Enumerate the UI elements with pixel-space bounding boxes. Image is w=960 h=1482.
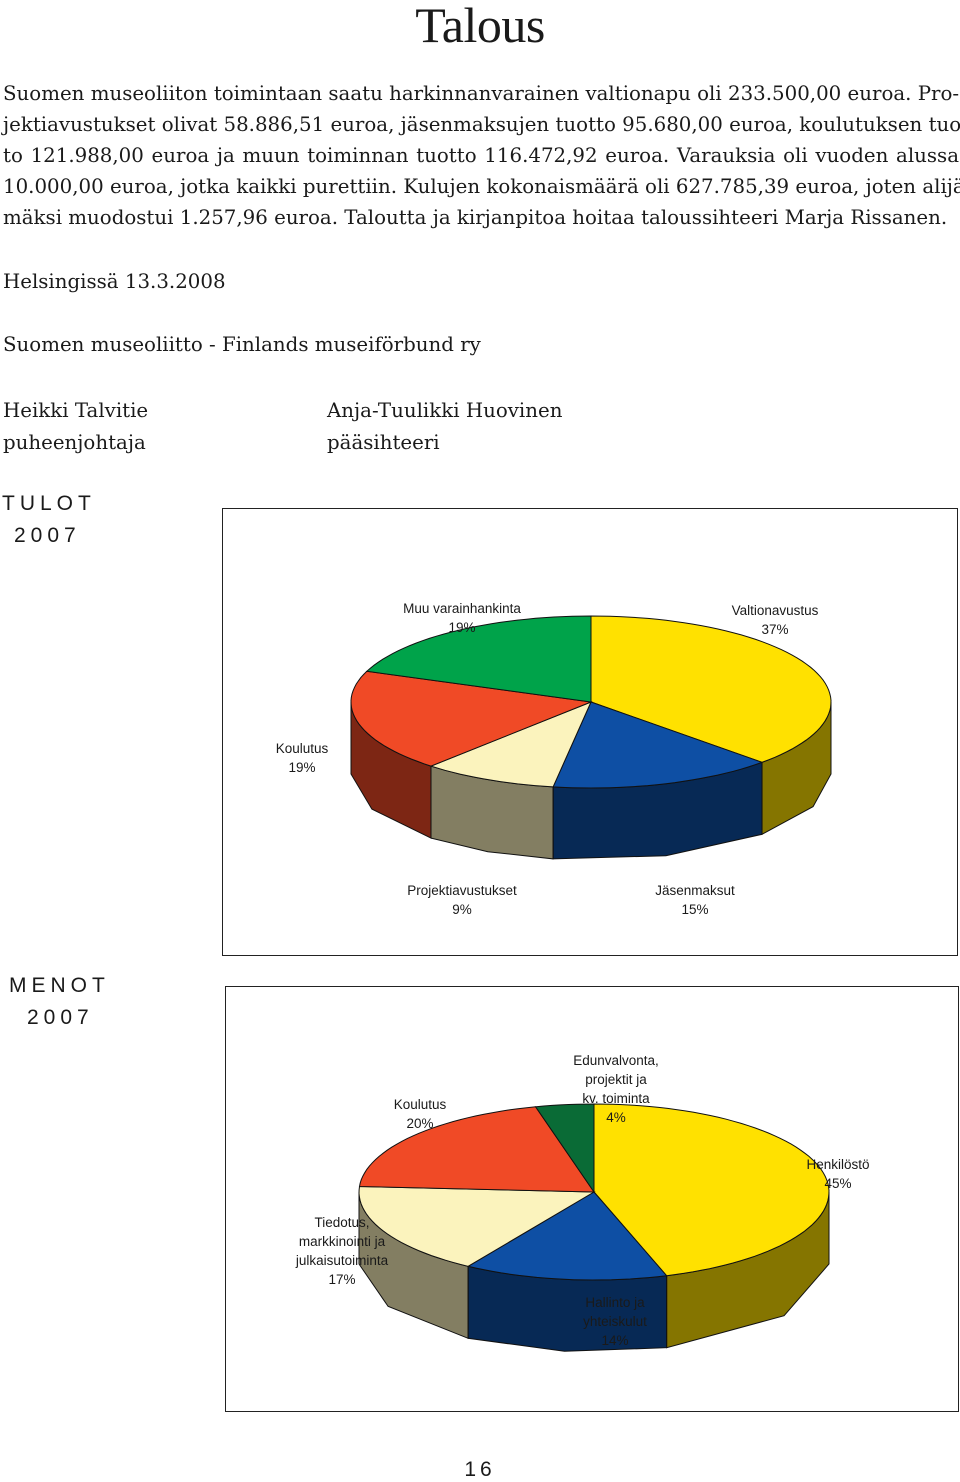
pie-label-hallinto-ja-yhteiskulut: Hallinto ja yhteiskulut 14% xyxy=(583,1293,647,1350)
slice-percent: 19% xyxy=(448,620,476,635)
expense-title: MENOT xyxy=(9,974,110,997)
signatory-role: puheenjohtaja xyxy=(3,431,146,454)
slice-percent: 14% xyxy=(601,1333,629,1348)
pie-label-jasenmaksut: Jäsenmaksut 15% xyxy=(655,881,735,919)
page-title: Talous xyxy=(415,0,545,53)
paragraph-line: to 121.988,00 euroa ja muun toiminnan tu… xyxy=(3,144,959,167)
signatory-role: pääsihteeri xyxy=(327,431,440,454)
pie-slice-valtionavustus xyxy=(590,615,832,763)
slice-name: Jäsenmaksut xyxy=(655,883,735,898)
expense-heading: MENOT 2007 xyxy=(9,970,110,1034)
date-line: Helsingissä 13.3.2008 xyxy=(3,270,226,293)
paragraph-line: mäksi muodostui 1.257,96 euroa. Taloutta… xyxy=(3,206,948,229)
pie-label-muu-varainhankinta: Muu varainhankinta 19% xyxy=(403,599,521,637)
slice-name: Henkilöstö xyxy=(806,1157,870,1172)
body-paragraph: Suomen museoliiton toimintaan saatu hark… xyxy=(3,78,960,233)
pie-label-koulutus: Koulutus 19% xyxy=(276,739,329,777)
pie-slice-koulutus xyxy=(358,1106,595,1193)
slice-percent: 45% xyxy=(824,1176,852,1191)
pie-slice-edunvalvonta-projektit-ja-kv-toiminta xyxy=(534,1103,595,1194)
signatory-chair: Heikki Talvitie puheenjohtaja xyxy=(3,395,148,459)
slice-percent: 20% xyxy=(406,1116,434,1131)
slice-percent: 15% xyxy=(681,902,709,917)
slice-name: Hallinto ja yhteiskulut xyxy=(583,1295,647,1329)
slice-name: Projektiavustukset xyxy=(407,883,517,898)
slice-name: Koulutus xyxy=(275,741,329,756)
paragraph-line: jektiavustukset olivat 58.886,51 euroa, … xyxy=(3,113,960,136)
pie-label-valtionavustus: Valtionavustus 37% xyxy=(732,601,819,639)
pie-slice-koulutus xyxy=(350,670,593,767)
paragraph-line: Suomen museoliiton toimintaan saatu hark… xyxy=(3,82,960,105)
pie-slice-hallinto-ja-yhteiskulut xyxy=(466,1191,668,1281)
income-pie-chart: Valtionavustus 37% Jäsenmaksut 15% Projektia… xyxy=(222,508,958,956)
slice-percent: 4% xyxy=(606,1110,626,1125)
pie-label-koulutus: Koulutus 20% xyxy=(394,1095,447,1133)
expense-pie-chart: Henkilöstö 45% Hallinto ja yhteiskulut 14% Ti… xyxy=(225,986,959,1412)
pie-slice-projektiavustukset xyxy=(429,701,592,788)
slice-name: Tiedotus, markkinointi ja julkaisutoiminta xyxy=(295,1215,389,1268)
pie-slice-jasenmaksut xyxy=(552,701,764,789)
income-year: 2007 xyxy=(14,524,81,547)
pie-slice-tiedotus-markkinointi-ja-julkaisutoiminta xyxy=(358,1185,596,1267)
pie-label-henkilosto: Henkilöstö 45% xyxy=(806,1155,869,1193)
slice-percent: 37% xyxy=(761,622,789,637)
slice-name: Koulutus xyxy=(393,1097,447,1112)
signatory-secretary: Anja-Tuulikki Huovinen pääsihteeri xyxy=(327,395,562,459)
slice-percent: 19% xyxy=(288,760,316,775)
paragraph-line: 10.000,00 euroa, jotka kaikki purettiin.… xyxy=(3,175,960,198)
slice-name: Valtionavustus xyxy=(731,603,819,618)
pie-label-edunvalvonta-projektit-ja-kv-toiminta: Edunvalvonta, projektit ja kv. toiminta 4% xyxy=(573,1051,659,1127)
slice-percent: 17% xyxy=(328,1272,356,1287)
pie-slice-muu-varainhankinta xyxy=(365,615,592,703)
slice-name: Edunvalvonta, projektit ja kv. toiminta xyxy=(573,1053,659,1106)
income-heading: TULOT 2007 xyxy=(2,488,96,552)
organization-name: Suomen museoliitto - Finlands museiförbu… xyxy=(3,333,481,356)
pie-svg xyxy=(350,615,832,860)
slice-name: Muu varainhankinta xyxy=(403,601,521,616)
pie-label-tiedotus-markkinointi-ja-julkaisutoiminta: Tiedotus, markkinointi ja julkaisutoiminta… xyxy=(296,1213,388,1289)
pie-svg xyxy=(358,1103,830,1352)
slice-percent: 9% xyxy=(452,902,472,917)
income-title: TULOT xyxy=(2,492,96,515)
pie-label-projektiavustukset: Projektiavustukset 9% xyxy=(407,881,517,919)
expense-year: 2007 xyxy=(27,1006,94,1029)
signatory-name: Anja-Tuulikki Huovinen xyxy=(327,399,563,422)
signatory-name: Heikki Talvitie xyxy=(3,399,149,422)
pie-slice-henkilosto xyxy=(593,1103,830,1277)
page-number: 16 xyxy=(464,1458,496,1481)
